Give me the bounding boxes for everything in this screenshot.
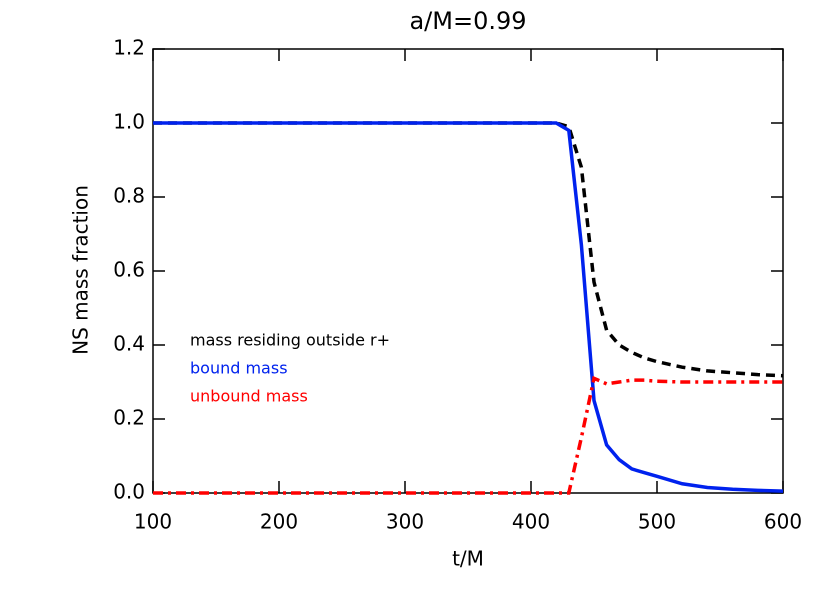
plot-frame	[152, 48, 784, 494]
y-tick-label: 0.4	[113, 332, 145, 356]
x-tick-label: 600	[764, 510, 802, 534]
x-tick-label: 200	[260, 510, 298, 534]
line-series	[153, 121, 784, 493]
x-tick-label: 300	[386, 510, 424, 534]
x-tick-label: 500	[638, 510, 676, 534]
x-tick-label: 400	[512, 510, 550, 534]
y-tick-label: 0.0	[113, 480, 145, 504]
chart-title: a/M=0.99	[409, 7, 526, 35]
x-axis-label: t/M	[452, 547, 484, 571]
legend-entry: unbound mass	[190, 387, 308, 406]
x-tick-label: 100	[134, 510, 172, 534]
y-tick-label: 0.8	[113, 184, 145, 208]
y-tick-label: 0.2	[113, 406, 145, 430]
y-axis-label: NS mass fraction	[69, 185, 93, 355]
legend-entry: bound mass	[190, 359, 288, 378]
y-tick-label: 1.0	[113, 110, 145, 134]
y-tick-label: 0.6	[113, 258, 145, 282]
legend-entry: mass residing outside r+	[190, 331, 390, 350]
line-series	[153, 121, 784, 378]
y-tick-label: 1.2	[113, 36, 145, 60]
